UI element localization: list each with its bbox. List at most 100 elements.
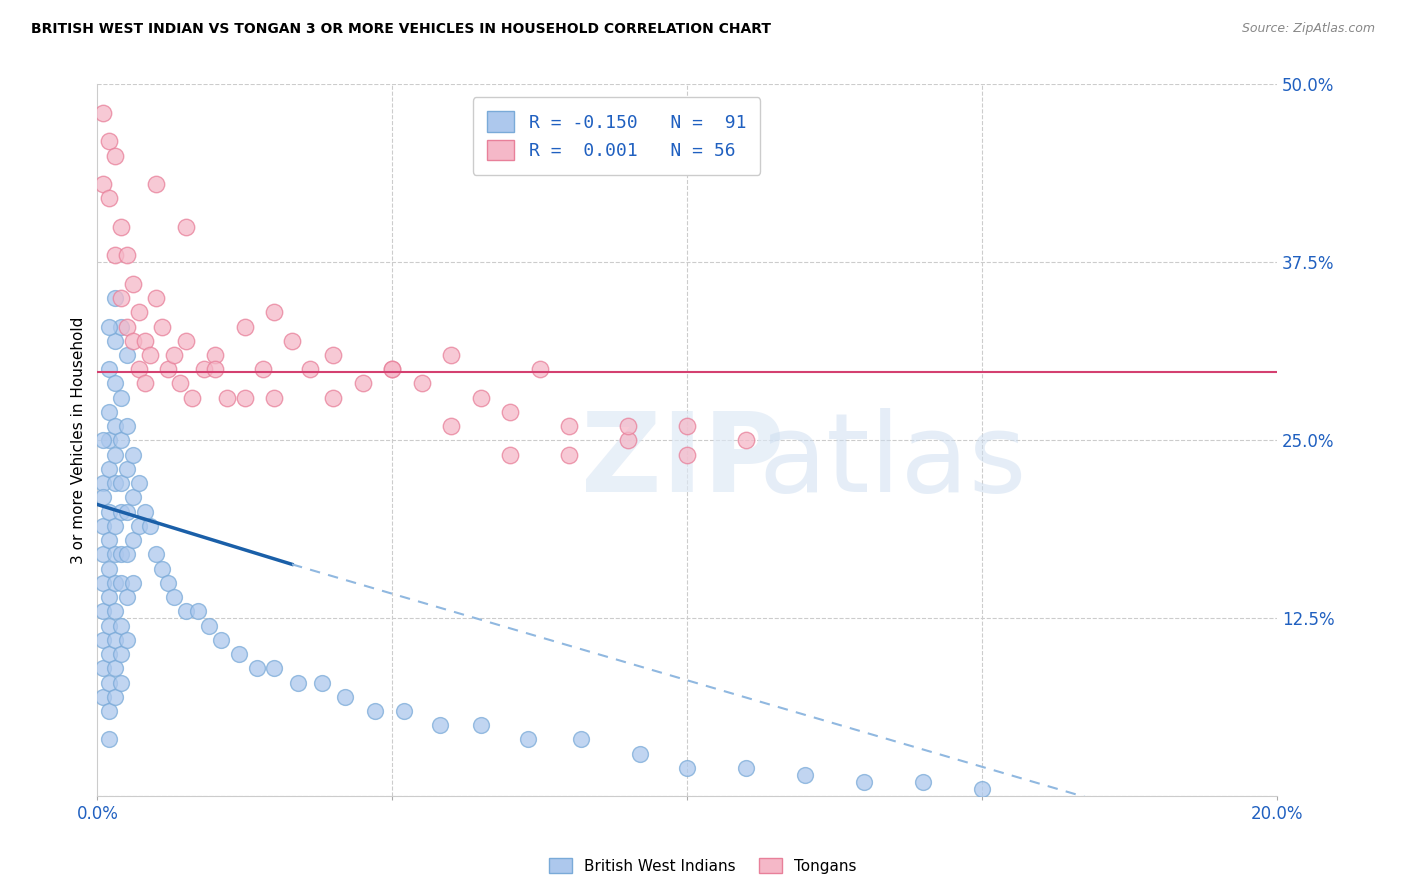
Point (287, 675, 309, 690)
Point (233, 319, 256, 334)
Point (98, 647, 121, 661)
Point (115, 590, 138, 604)
Point (121, 334, 143, 348)
Point (115, 505, 138, 519)
Point (157, 575, 180, 590)
Point (134, 334, 156, 348)
Point (98, 704, 121, 718)
Point (98, 319, 121, 334)
Point (263, 391, 285, 405)
Point (440, 419, 463, 434)
Point (735, 434, 758, 448)
Point (311, 675, 333, 690)
Point (204, 348, 226, 362)
Point (98, 618, 121, 632)
Point (121, 277, 143, 291)
Point (198, 618, 221, 632)
Point (98, 533, 121, 548)
Point (333, 690, 356, 704)
Point (558, 419, 581, 434)
Point (104, 661, 127, 675)
Point (128, 519, 150, 533)
Point (246, 661, 269, 675)
Point (98, 561, 121, 575)
Point (104, 148, 127, 162)
Point (104, 376, 127, 391)
Point (104, 476, 127, 491)
Point (115, 319, 138, 334)
Point (298, 362, 321, 376)
Point (128, 305, 150, 319)
Point (794, 768, 817, 782)
Point (263, 305, 285, 319)
Point (98, 135, 121, 149)
Point (110, 291, 132, 305)
Point (429, 718, 451, 732)
Point (139, 348, 162, 362)
Point (174, 219, 197, 234)
Point (98, 191, 121, 205)
Point (411, 376, 433, 391)
Point (169, 376, 191, 391)
Point (912, 775, 935, 789)
Point (252, 362, 274, 376)
Point (98, 405, 121, 419)
Legend: British West Indians, Tongans: British West Indians, Tongans (543, 852, 863, 880)
Point (91, 491, 114, 505)
Y-axis label: 3 or more Vehicles in Household: 3 or more Vehicles in Household (72, 317, 86, 564)
Point (217, 391, 239, 405)
Point (110, 505, 132, 519)
Point (104, 547, 127, 561)
Point (91, 632, 114, 647)
Point (115, 462, 138, 476)
Point (558, 448, 581, 462)
Point (110, 434, 132, 448)
Point (174, 334, 197, 348)
Point (617, 434, 640, 448)
Point (121, 575, 143, 590)
Point (381, 362, 404, 376)
Point (569, 732, 592, 747)
Point (676, 419, 699, 434)
Point (204, 362, 226, 376)
Point (281, 334, 304, 348)
Point (163, 590, 186, 604)
Point (110, 219, 132, 234)
Point (104, 448, 127, 462)
Point (628, 747, 651, 761)
Point (98, 505, 121, 519)
Point (517, 732, 540, 747)
Point (363, 704, 385, 718)
Point (110, 618, 132, 632)
Point (104, 575, 127, 590)
Point (128, 362, 150, 376)
Point (440, 348, 463, 362)
Point (150, 561, 173, 575)
Point (263, 661, 285, 675)
Point (134, 505, 156, 519)
Point (110, 319, 132, 334)
Point (499, 405, 522, 419)
Point (145, 547, 167, 561)
Point (91, 661, 114, 675)
Point (392, 704, 415, 718)
Point (735, 761, 758, 775)
Point (104, 632, 127, 647)
Point (115, 632, 138, 647)
Point (110, 547, 132, 561)
Point (98, 434, 121, 448)
Point (617, 419, 640, 434)
Point (110, 391, 132, 405)
Point (163, 348, 186, 362)
Point (91, 519, 114, 533)
Point (157, 362, 180, 376)
Point (228, 647, 250, 661)
Point (104, 604, 127, 618)
Point (145, 291, 167, 305)
Point (121, 491, 143, 505)
Point (91, 476, 114, 491)
Point (499, 448, 522, 462)
Point (98, 732, 121, 747)
Point (98, 362, 121, 376)
Point (104, 419, 127, 434)
